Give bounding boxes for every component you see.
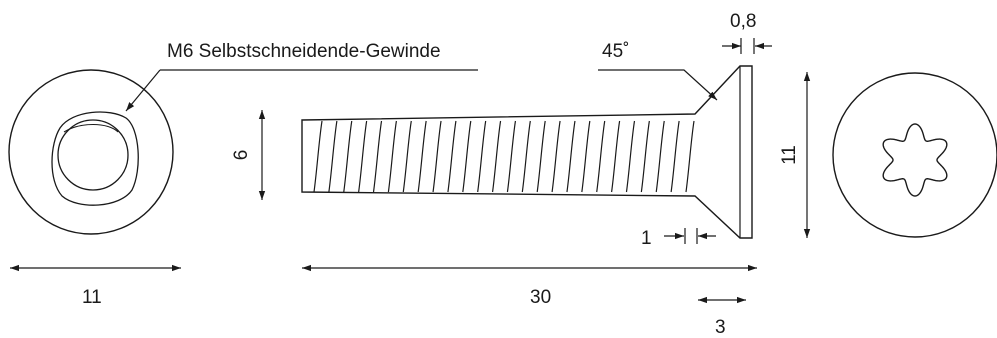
head-diameter-label: 11 (779, 145, 800, 165)
thread-crest-line (670, 120, 680, 193)
thread-crests (313, 120, 695, 193)
bottom-view (8, 69, 478, 272)
bottom-view-outline (8, 69, 174, 235)
thread-crest-line (402, 120, 412, 193)
thread-note-leader-arrow (125, 69, 161, 112)
thread-crest-line (447, 120, 457, 193)
length-label: 30 (530, 287, 551, 308)
angle-label: 45˚ (602, 41, 629, 62)
thread-crest-line (387, 120, 397, 193)
thread-note-label: M6 Selbstschneidende-Gewinde (167, 41, 441, 62)
head-view-outline (832, 72, 997, 238)
thread-core-circle (57, 119, 129, 191)
thread-crest-line (611, 120, 621, 193)
thread-diameter-label: 6 (231, 150, 252, 161)
thread-crest-line (551, 120, 561, 193)
thread-crest-line (477, 120, 487, 193)
thread-crest-line (372, 120, 383, 193)
thread-crest-line (536, 120, 546, 193)
thread-crest-line (491, 120, 502, 193)
side-view (258, 38, 811, 304)
thread-crest-line (521, 120, 531, 193)
thread-crest-line (417, 120, 427, 193)
angle-leader-arrow (598, 69, 718, 101)
thread-crest-line (625, 120, 636, 193)
step-label: 1 (641, 228, 652, 249)
thread-crest-line (343, 120, 353, 193)
drive-depth-label: 3 (715, 317, 726, 338)
thread-crest-line (462, 120, 472, 193)
thread-crest-line (685, 120, 695, 193)
thread-crest-line (640, 120, 650, 193)
head-height-label: 0,8 (730, 11, 756, 32)
torx-six-lobe-icon (882, 123, 948, 197)
thread-crest-line (328, 120, 338, 193)
trilobular-outer-profile (51, 111, 139, 206)
thread-crest-line (566, 120, 576, 193)
thread-crest-line (596, 120, 606, 193)
thread-crest-line (581, 120, 591, 193)
thread-crest-line (655, 120, 665, 193)
thread-crest-line (506, 120, 517, 193)
thread-lead-arc (63, 123, 119, 133)
thread-crest-line (432, 120, 442, 193)
bottom-view-diameter-label: 11 (82, 287, 102, 308)
thread-crest-line (313, 120, 323, 193)
thread-crest-line (358, 120, 368, 193)
head-view (832, 72, 997, 238)
